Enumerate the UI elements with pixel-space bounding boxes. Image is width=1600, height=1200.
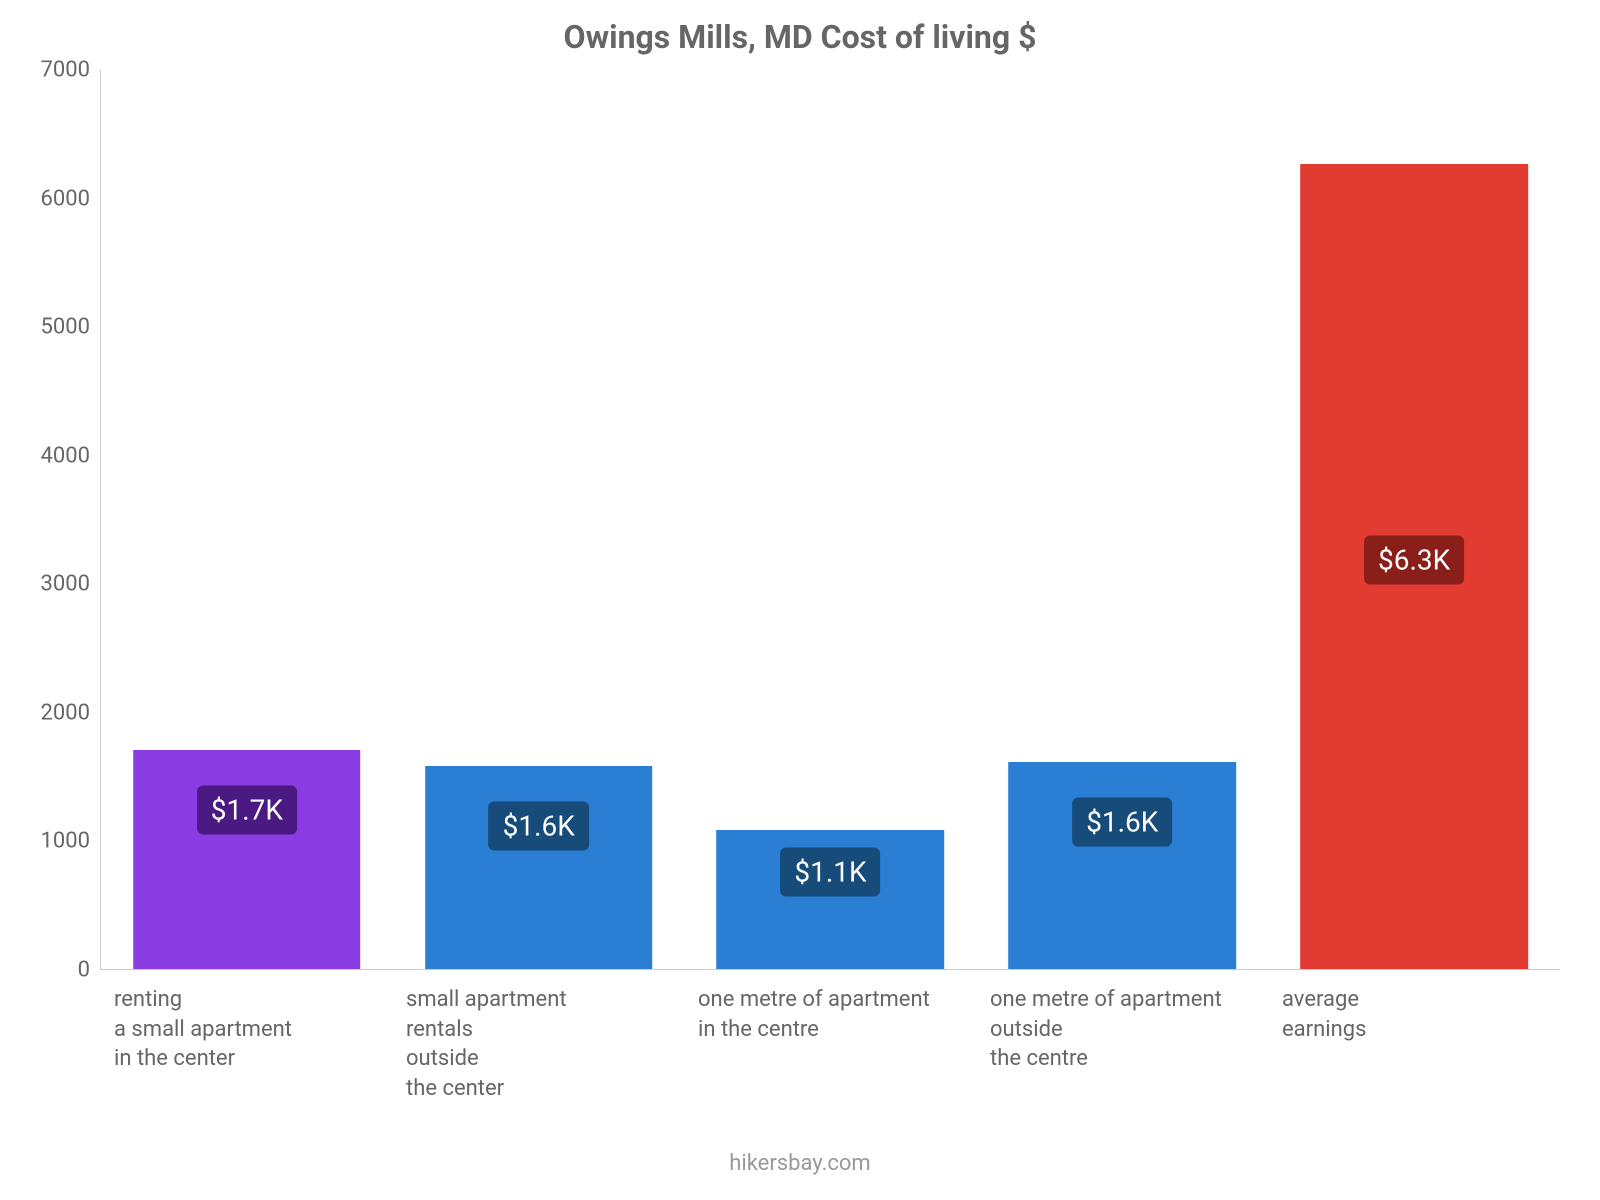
bar: $1.6K <box>425 766 653 969</box>
y-tick-label: 3000 <box>10 572 90 597</box>
x-axis-label: one metre of apartment outside the centr… <box>990 985 1260 1074</box>
x-label-slot: one metre of apartment in the centre <box>684 985 976 1104</box>
x-axis-label: renting a small apartment in the center <box>114 985 384 1074</box>
x-label-slot: one metre of apartment outside the centr… <box>976 985 1268 1104</box>
x-label-slot: renting a small apartment in the center <box>100 985 392 1104</box>
bar-slot: $1.7K <box>101 70 393 969</box>
x-axis-label: small apartment rentals outside the cent… <box>406 985 676 1104</box>
y-tick-label: 4000 <box>10 443 90 468</box>
bar: $6.3K <box>1300 164 1528 969</box>
credit-text: hikersbay.com <box>0 1151 1600 1176</box>
bar: $1.1K <box>717 830 945 969</box>
y-tick-label: 7000 <box>10 58 90 83</box>
cost-of-living-chart: Owings Mills, MD Cost of living $ $1.7K$… <box>0 0 1600 1200</box>
x-axis-label: average earnings <box>1282 985 1552 1044</box>
x-axis-labels: renting a small apartment in the centers… <box>100 985 1560 1104</box>
plot-area: $1.7K $1.6K $1.1K $1.6K $6.3K <box>100 70 1560 970</box>
bar-value-label: $1.7K <box>197 786 297 835</box>
bar-slot: $6.3K <box>1268 70 1560 969</box>
y-tick-label: 1000 <box>10 829 90 854</box>
y-tick-label: 5000 <box>10 315 90 340</box>
chart-title: Owings Mills, MD Cost of living $ <box>0 18 1600 56</box>
bars-container: $1.7K $1.6K $1.1K $1.6K $6.3K <box>101 70 1560 969</box>
bar-value-label: $1.1K <box>780 847 880 896</box>
bar: $1.7K <box>133 750 361 969</box>
x-axis-label: one metre of apartment in the centre <box>698 985 968 1044</box>
bar-value-label: $6.3K <box>1364 535 1464 584</box>
x-label-slot: small apartment rentals outside the cent… <box>392 985 684 1104</box>
y-tick-label: 2000 <box>10 700 90 725</box>
x-label-slot: average earnings <box>1268 985 1560 1104</box>
bar-value-label: $1.6K <box>489 801 589 850</box>
bar-slot: $1.6K <box>976 70 1268 969</box>
bar: $1.6K <box>1008 762 1236 969</box>
bar-slot: $1.1K <box>685 70 977 969</box>
y-tick-label: 6000 <box>10 186 90 211</box>
bar-slot: $1.6K <box>393 70 685 969</box>
y-tick-label: 0 <box>10 958 90 983</box>
bar-value-label: $1.6K <box>1072 798 1172 847</box>
